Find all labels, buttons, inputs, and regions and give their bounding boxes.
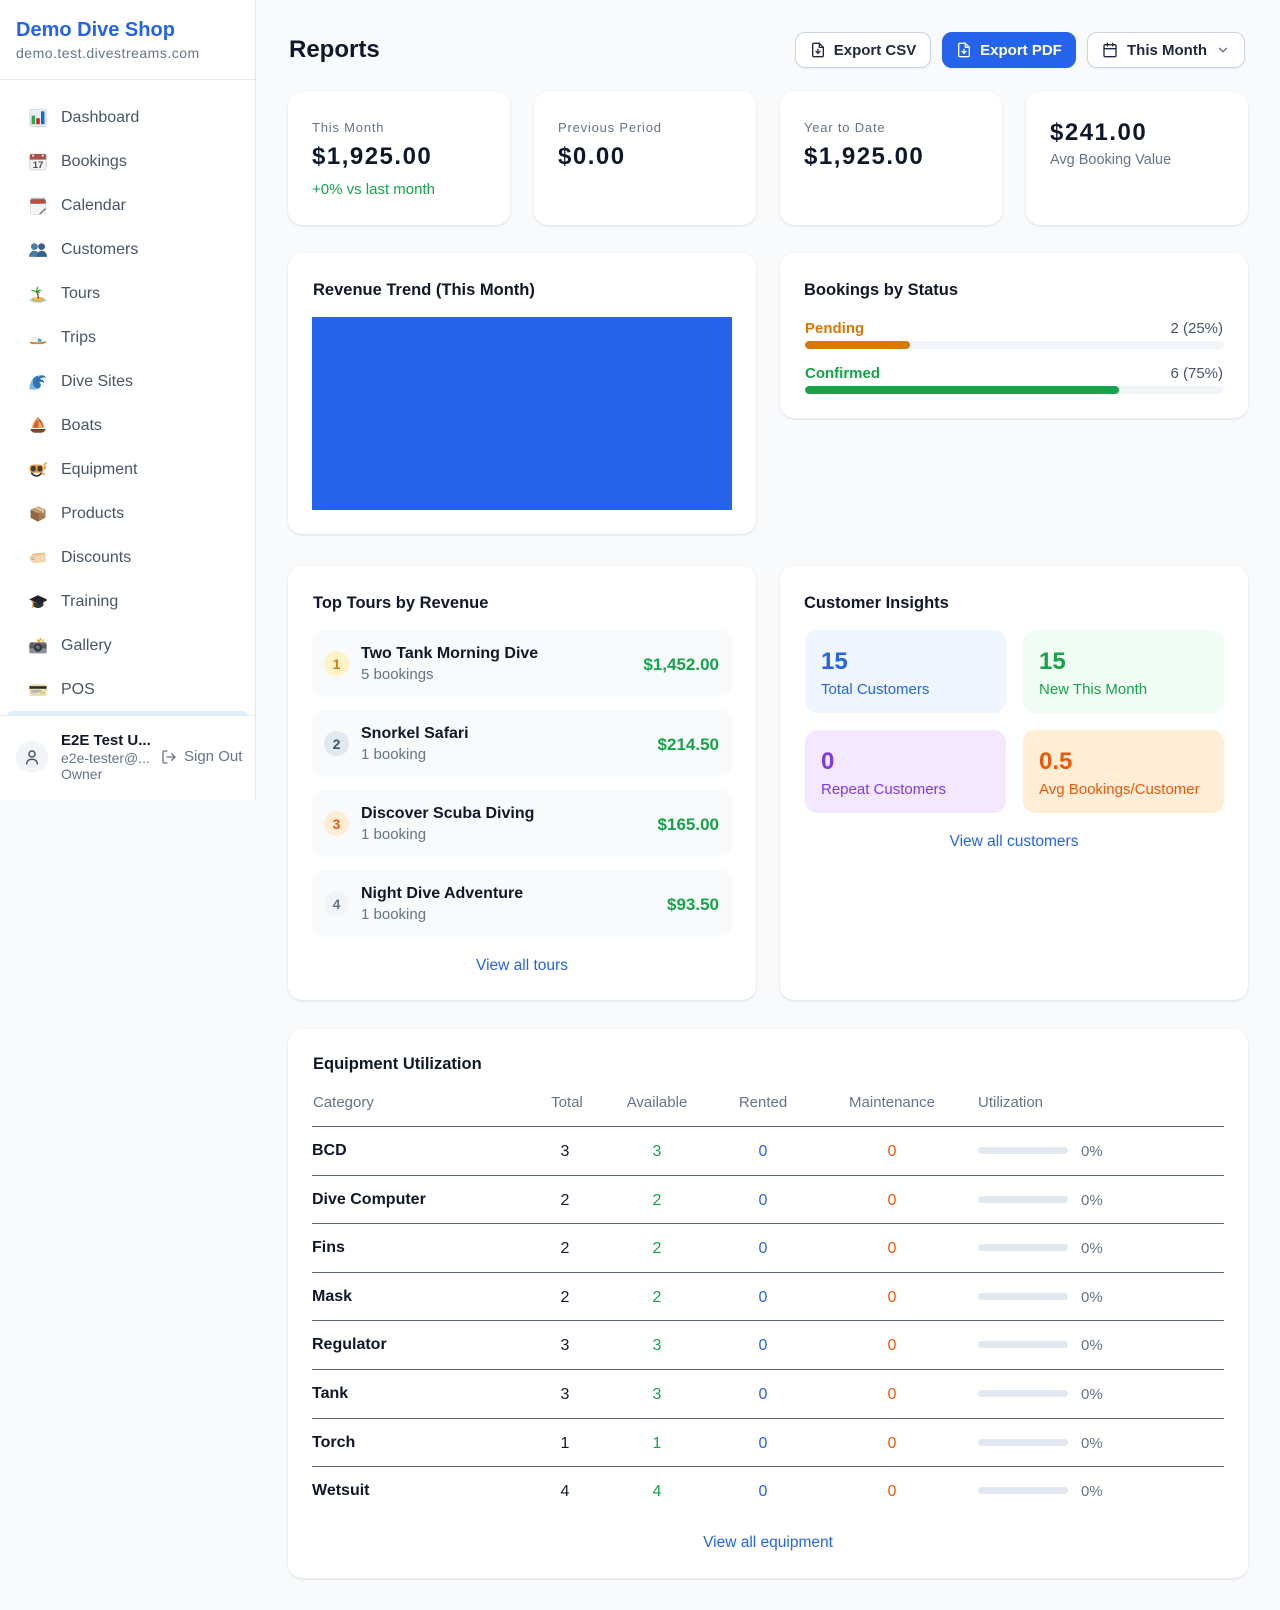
svg-text:17: 17	[33, 160, 44, 171]
